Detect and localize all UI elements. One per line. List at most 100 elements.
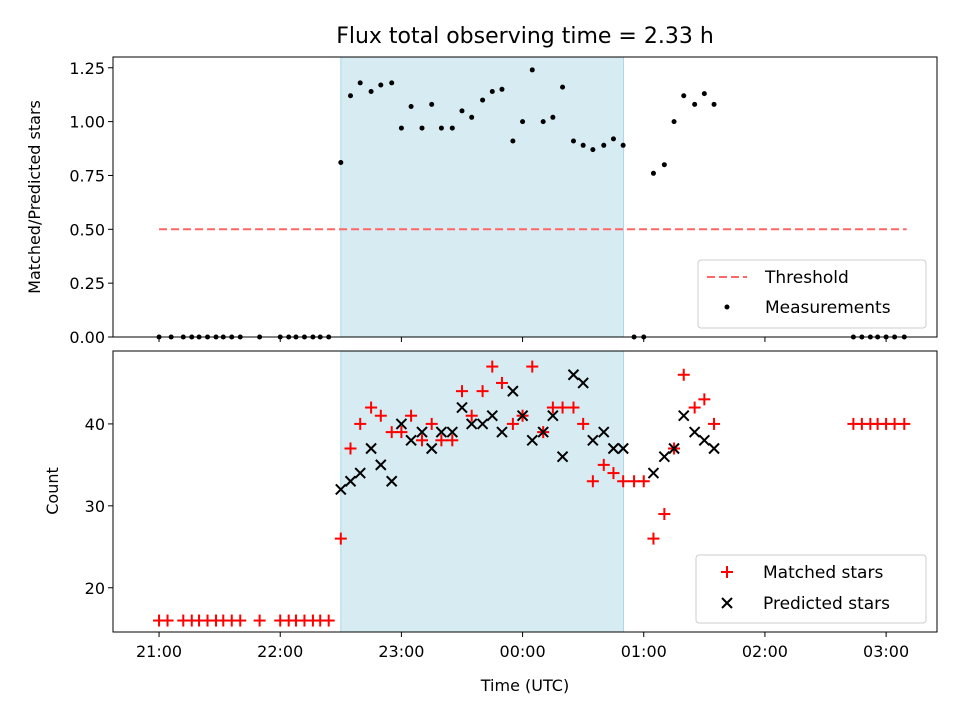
measurement-point [510,138,516,144]
matched-star-point [476,385,489,398]
predicted-star-point [496,426,508,438]
ratio-panel-legend: Threshold Measurements [697,259,927,329]
predicted-star-point [688,426,701,438]
x-tick-label: 00:00 [500,642,546,661]
measurement-point [590,147,596,153]
predicted-star-point [405,434,417,447]
matched-star-point [586,475,599,488]
matched-star-point [365,401,378,414]
count-panel-legend: Matched stars Predicted stars [695,554,927,624]
matched-star-point [647,532,660,545]
predicted-star-point [617,442,629,455]
y-tick-label: 20 [85,579,105,598]
matched-star-point [425,417,438,430]
measurement-point [378,82,384,88]
legend-predicted-swatch [721,597,733,609]
measurement-point [671,119,677,125]
measurement-point [469,114,475,120]
predicted-star-point [395,418,408,430]
matched-star-point [677,368,690,381]
measurement-point [449,125,455,131]
measurement-point [550,114,556,120]
measurement-point [459,108,465,114]
predicted-star-point [507,385,519,397]
predicted-star-point [344,475,357,487]
y-tick-label: 0.25 [69,274,105,293]
y-tick-label: 1.00 [69,113,105,132]
measurement-point [580,142,586,148]
predicted-star-point [465,418,478,430]
chart-title: Flux total observing time = 2.33 h [336,24,714,49]
legend-matched-label: Matched stars [763,563,883,583]
matched-star-point [253,614,266,627]
predicted-star-point [537,426,549,438]
legend-predicted-label: Predicted stars [763,594,890,614]
measurement-point [610,136,616,142]
measurement-point [357,80,363,86]
measurement-point [529,67,535,73]
predicted-star-point [698,434,711,447]
measurement-point [540,119,546,125]
matched-star-point [577,417,590,430]
y-tick-label: 40 [85,415,105,434]
y-tick-label: 0.00 [69,328,105,347]
predicted-star-point [365,442,377,455]
ratio-panel: 0.00 0.25 0.50 0.75 1.00 1.25 Matched/Predict… [25,56,938,347]
count-legend-box [695,554,927,624]
measurement-point [692,101,698,107]
matched-star-point [446,434,459,447]
matched-star-point [898,417,911,430]
ratio-panel-frame [112,56,938,338]
measurement-point [661,162,667,168]
predicted-star-point [598,426,610,438]
measurement-point [601,142,607,148]
y-tick-label: 30 [85,497,105,516]
predicted-star-point [335,483,347,496]
measurement-point [368,88,374,94]
x-tick-label: 01:00 [621,642,667,661]
x-tick-label: 23:00 [378,642,424,661]
matched-star-point [658,508,671,521]
predicted-star-point [375,459,387,471]
x-axis-label: Time (UTC) [480,676,569,695]
predicted-star-point [476,418,489,430]
matched-star-point [234,614,247,627]
predicted-star-point [446,426,459,438]
measurement-point [429,101,435,107]
count-panel-frame [112,350,938,633]
y-tick-label: 0.50 [69,220,105,239]
measurement-point [681,93,687,99]
predicted-star-point [668,442,680,455]
measurement-point [348,93,354,99]
measurement-point [570,138,576,144]
matched-star-point [465,409,478,422]
count-panel-shaded-region [340,351,624,632]
measurement-point [480,97,486,103]
matched-star-point [567,401,580,414]
matched-star-point [637,475,650,488]
matched-star-point [607,467,620,480]
predicted-star-point [708,442,720,455]
matched-star-point [322,614,335,627]
predicted-star-point [486,410,498,422]
measurement-point [408,104,414,110]
x-tick-label: 03:00 [863,642,909,661]
matched-star-point [486,360,499,373]
matched-star-point [495,376,508,389]
x-tick-label: 02:00 [742,642,788,661]
y-tick-label: 0.75 [69,166,105,185]
measurement-point [520,119,526,125]
matched-star-point [698,393,711,406]
count-panel-ylabel: Count [43,467,62,515]
predicted-star-point [647,467,660,479]
matched-star-point [395,426,408,439]
measurement-point [650,170,656,176]
predicted-star-point [556,450,569,463]
measurement-point [398,125,404,131]
matched-star-point [708,417,721,430]
predicted-star-point [547,410,559,422]
predicted-star-point [425,442,438,455]
predicted-star-point [456,401,468,414]
measurement-point [389,80,395,86]
